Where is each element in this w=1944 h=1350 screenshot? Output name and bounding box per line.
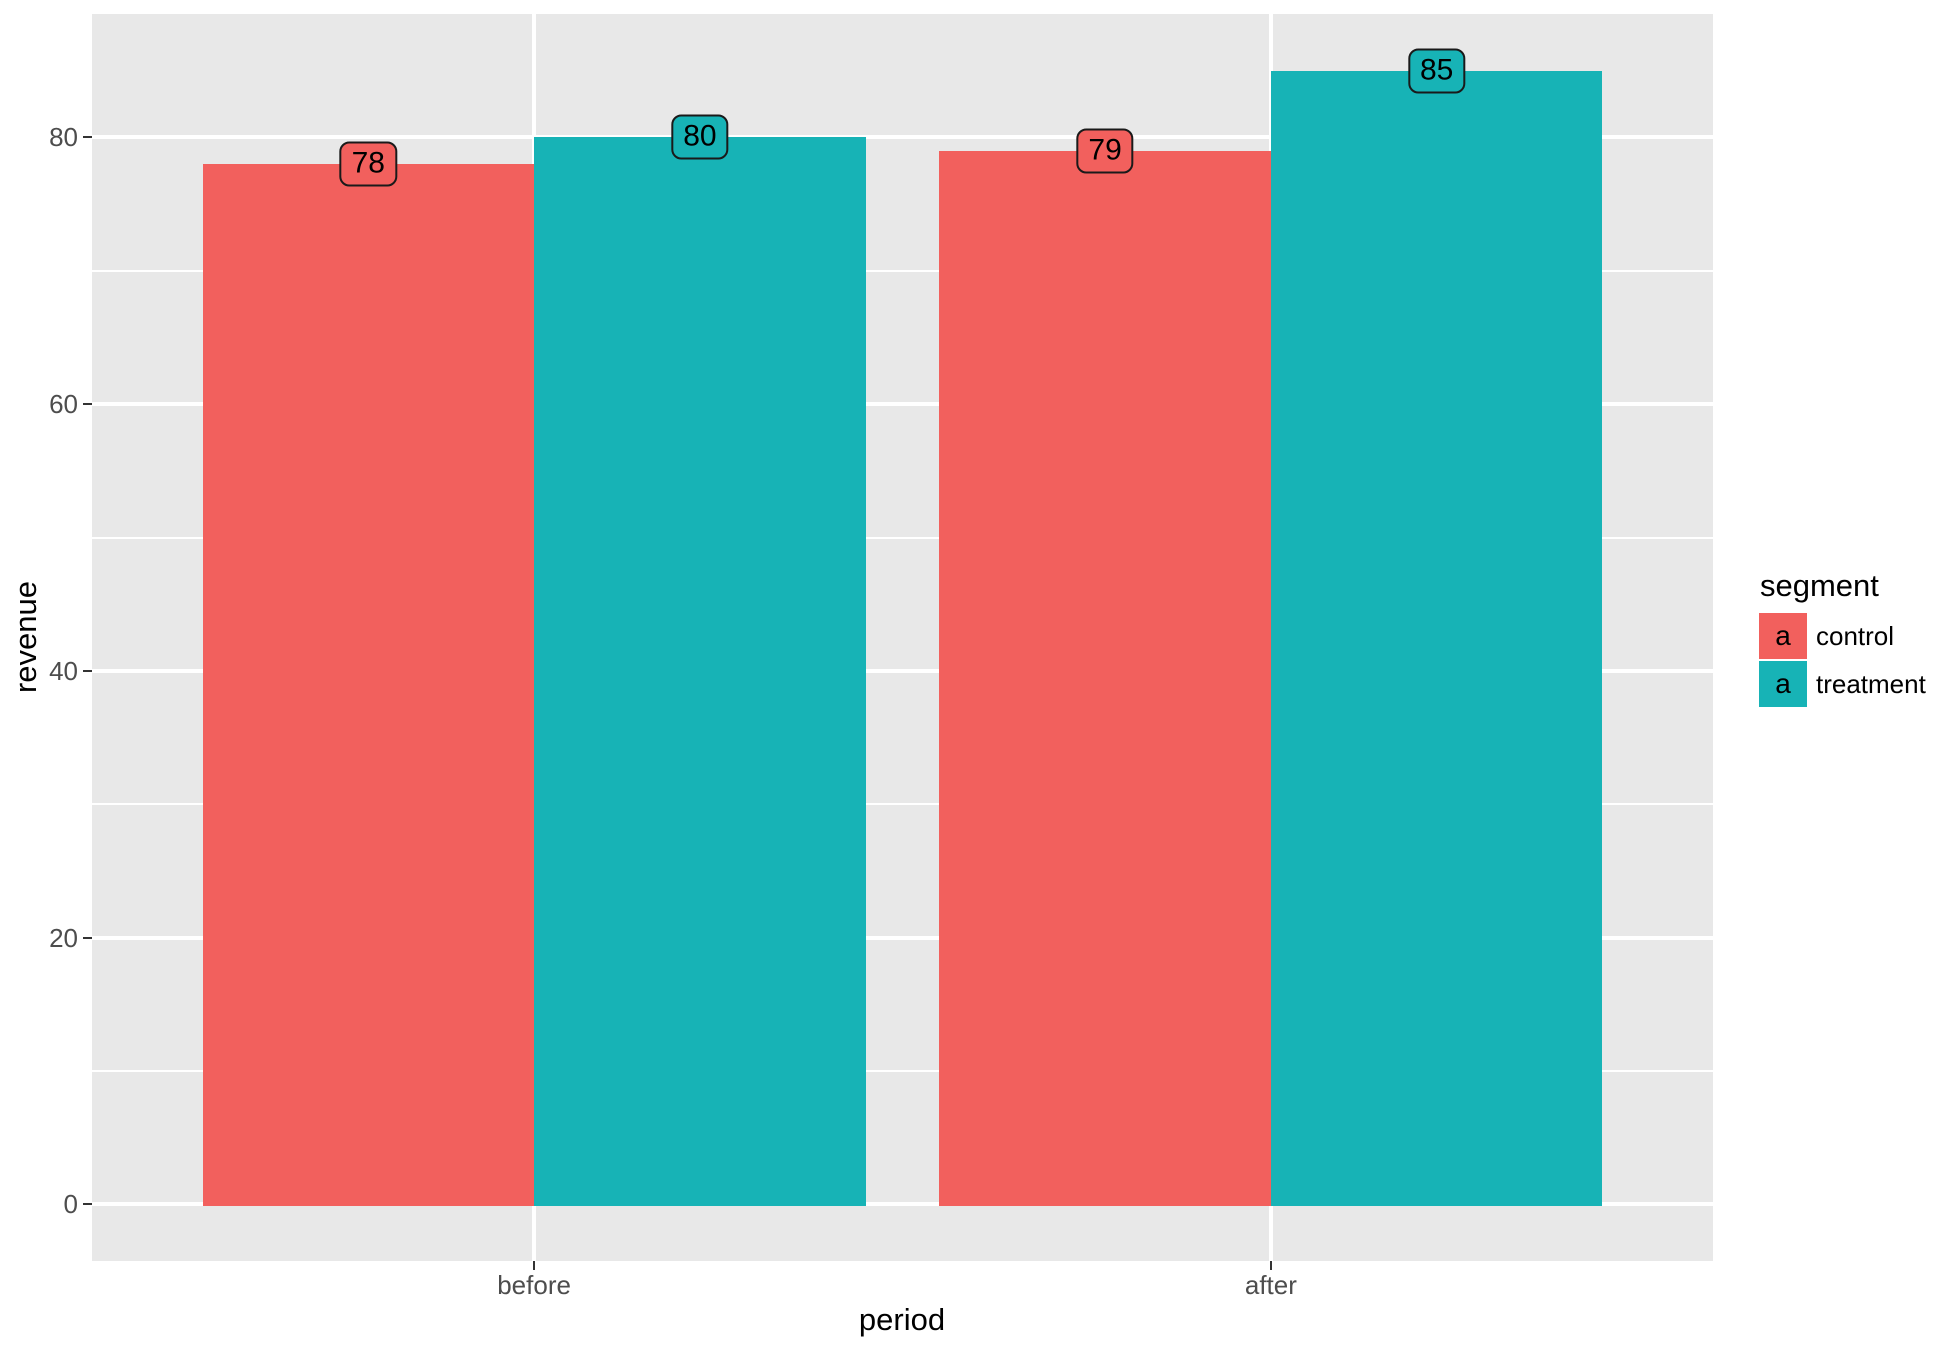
gridline-minor [92, 269, 1713, 272]
bar-after-control [939, 150, 1271, 1207]
legend-key-swatch: a [1759, 613, 1807, 659]
x-axis-title: period [858, 1302, 946, 1337]
gridline-major [92, 935, 1713, 940]
gridline-minor [92, 803, 1713, 806]
legend-title: segment [1760, 568, 1879, 603]
x-tick-label: after [1244, 1270, 1297, 1300]
y-axis-tick [83, 1203, 92, 1206]
y-tick-label: 60 [49, 389, 78, 420]
legend-item-label: control [1816, 620, 1895, 651]
bar-value-label-after-treatment: 85 [1408, 48, 1466, 94]
y-tick-label: 0 [63, 1189, 78, 1220]
y-axis-tick [83, 669, 92, 672]
bar-before-control [202, 164, 535, 1207]
legend-key-swatch: a [1759, 661, 1807, 707]
y-axis-tick [83, 936, 92, 939]
bar-after-treatment [1270, 70, 1603, 1207]
bar-value-label-after-control: 79 [1076, 128, 1134, 174]
x-axis-tick [533, 1261, 536, 1270]
y-axis-tick [83, 136, 92, 139]
legend-item-label: treatment [1816, 668, 1926, 699]
plot-panel: 78 80 79 85 [92, 14, 1713, 1261]
legend-items: a control a treatment [1759, 613, 1926, 707]
y-tick-label: 40 [49, 655, 78, 686]
gridline-major [92, 135, 1713, 140]
gridline-minor [92, 536, 1713, 539]
legend: segment a control a treatment [1759, 568, 1926, 709]
legend-item: a control [1759, 613, 1926, 659]
y-axis-tick [83, 403, 92, 406]
y-tick-label: 20 [49, 922, 78, 953]
gridline-major [92, 1202, 1713, 1207]
bar-before-treatment [534, 137, 866, 1207]
x-tick-label: before [497, 1270, 571, 1300]
gridline-major [92, 668, 1713, 673]
y-tick-label: 80 [49, 122, 78, 153]
bar-value-label-before-control: 78 [339, 141, 397, 187]
gridline-minor [92, 1069, 1713, 1072]
x-axis-tick [1269, 1261, 1272, 1270]
bar-value-label-before-treatment: 80 [671, 114, 729, 160]
legend-item: a treatment [1759, 661, 1926, 707]
gridline-major [92, 402, 1713, 407]
